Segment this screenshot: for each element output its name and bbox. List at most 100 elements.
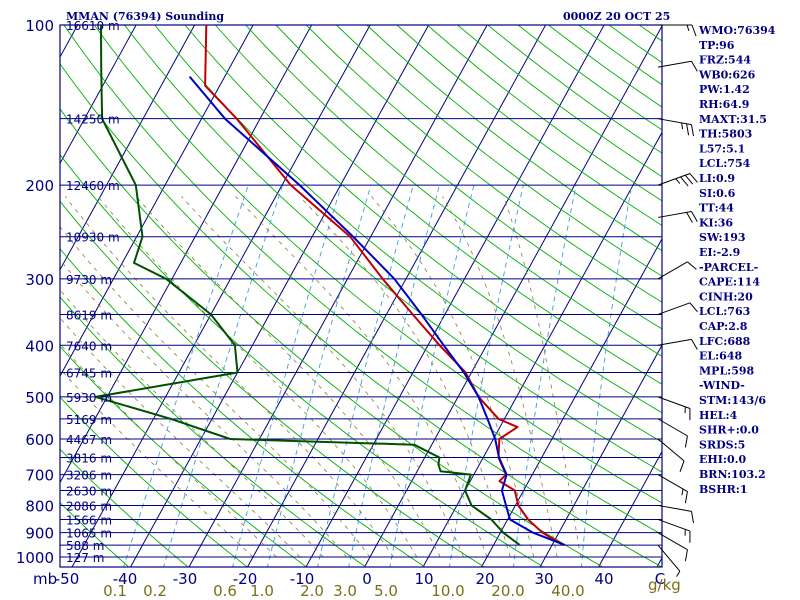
temperature-tick-label: -10 — [290, 570, 315, 588]
isotherm-line — [364, 25, 662, 567]
sounding-index: L57:5.1 — [699, 142, 745, 155]
wind-barb — [657, 211, 698, 223]
mixing-ratio-tick-label: 0.1 — [103, 582, 127, 600]
isotherm-line — [598, 450, 662, 567]
sounding-index: SW:193 — [699, 231, 746, 244]
sounding-index: -PARCEL- — [699, 261, 758, 274]
isotherm-line — [481, 237, 662, 567]
pressure-tick-label: 800 — [25, 497, 54, 515]
wind-barb — [657, 60, 698, 72]
height-label: 588 m — [66, 539, 104, 553]
height-label: 16610 m — [66, 19, 120, 33]
height-label: 2086 m — [66, 499, 112, 513]
height-label: 5930 m — [66, 391, 112, 405]
isotherm-line — [60, 25, 196, 271]
mixing-ratio-line — [512, 185, 577, 567]
dry-adiabat-line — [60, 502, 130, 567]
pressure-tick-label: 700 — [25, 467, 54, 485]
moist-adiabat-line — [442, 196, 558, 558]
dry-adiabat-line — [63, 25, 662, 536]
dry-adiabat-line — [336, 25, 662, 277]
sounding-index: LI:0.9 — [699, 172, 735, 185]
mixing-ratio-tick-label: 5.0 — [374, 582, 398, 600]
wind-barb — [657, 418, 688, 448]
wind-barb — [657, 302, 698, 315]
mixing-ratio-line — [449, 184, 524, 567]
sounding-index: LCL:754 — [699, 157, 751, 170]
dry-adiabat-line — [60, 448, 189, 567]
wind-barb — [657, 518, 691, 543]
sounding-index: TT:44 — [699, 202, 734, 215]
temperature-tick-label: C — [655, 570, 665, 588]
height-label: 7640 m — [66, 339, 112, 353]
wind-barb — [657, 438, 685, 473]
dry-adiabat-line — [60, 63, 662, 567]
sounding-index: FRZ:544 — [699, 54, 751, 67]
height-label: 3206 m — [66, 469, 112, 483]
temperature-tick-label: 10 — [414, 570, 433, 588]
background-grid — [0, 25, 800, 568]
isobar-grid — [59, 24, 663, 568]
sounding-index: SHR+:0.0 — [699, 424, 759, 437]
moist-adiabat-line — [60, 368, 254, 558]
sounding-index: TH:5803 — [699, 128, 752, 141]
height-label: 8619 m — [66, 308, 112, 322]
moist-adiabat-line — [97, 196, 418, 558]
mixing-ratio-tick-label: 3.0 — [333, 582, 357, 600]
pressure-tick-label: 100 — [25, 17, 54, 35]
height-label: 5169 m — [66, 413, 112, 427]
sounding-index: RH:64.9 — [699, 98, 749, 111]
sounding-index: CAPE:114 — [699, 276, 760, 289]
mixing-ratio-tick-label: 20.0 — [491, 582, 524, 600]
moist-adiabat-line — [60, 317, 301, 558]
sounding-index: MAXT:31.5 — [699, 113, 767, 126]
height-labels: 16610 m 14250 m 12460 m 10930 m 9730 m 8619 m… — [66, 19, 120, 565]
wind-barb — [657, 532, 688, 562]
dry-adiabat-line — [124, 25, 662, 473]
height-label: 1566 m — [66, 514, 112, 528]
pressure-axis-labels: 100 200 300 400 500 600 700 800 900 1000 — [16, 17, 54, 567]
temperature-tick-label: -40 — [113, 570, 138, 588]
pressure-tick-label: 500 — [25, 389, 54, 407]
isotherm-line — [71, 25, 371, 567]
sounding-index: EL:648 — [699, 350, 742, 363]
sounding-index: TP:96 — [699, 39, 735, 52]
isotherm-line — [60, 25, 137, 165]
mixing-ratio-tick-label: 10.0 — [431, 582, 464, 600]
wind-barb — [657, 338, 698, 350]
temperature-profile — [204, 25, 565, 546]
moist-adiabat-line — [60, 343, 277, 558]
height-label: 1065 m — [66, 527, 112, 541]
isotherm-line — [130, 25, 430, 567]
sounding-index: EI:-2.9 — [699, 246, 740, 259]
dry-adiabat-line — [760, 25, 800, 568]
moist-adiabat-line — [235, 196, 488, 558]
pressure-tick-label: 1000 — [16, 549, 54, 567]
dry-adiabat-line — [305, 25, 662, 303]
isotherm-line — [539, 344, 662, 567]
pressure-tick-label: 600 — [25, 431, 54, 449]
temperature-tick-label: 40 — [594, 570, 613, 588]
height-label: 12460 m — [66, 179, 120, 193]
wind-barb — [657, 396, 691, 421]
sounding-index: LCL:763 — [699, 305, 750, 318]
sounding-index: SRDS:5 — [699, 438, 745, 451]
dry-adiabat-line — [245, 25, 662, 357]
mixing-ratio-unit-label: g/kg — [648, 576, 681, 594]
pressure-tick-label: 400 — [25, 337, 54, 355]
mixing-ratio-line — [580, 185, 633, 567]
moist-adiabat-line — [60, 289, 324, 558]
mixing-ratio-line — [163, 184, 284, 567]
isotherm-line — [422, 131, 662, 567]
height-label: 4467 m — [66, 433, 112, 447]
sounding-index: WB0:626 — [698, 68, 756, 81]
wind-barb — [657, 474, 688, 504]
isotherm-line — [0, 25, 19, 567]
dry-adiabat-line — [154, 25, 662, 443]
height-label: 2630 m — [66, 485, 112, 499]
sounding-index: STM:143/6 — [699, 394, 766, 407]
wind-barb — [657, 173, 698, 187]
temperature-tick-label: -30 — [173, 570, 198, 588]
temperature-tick-label: 0 — [362, 570, 372, 588]
